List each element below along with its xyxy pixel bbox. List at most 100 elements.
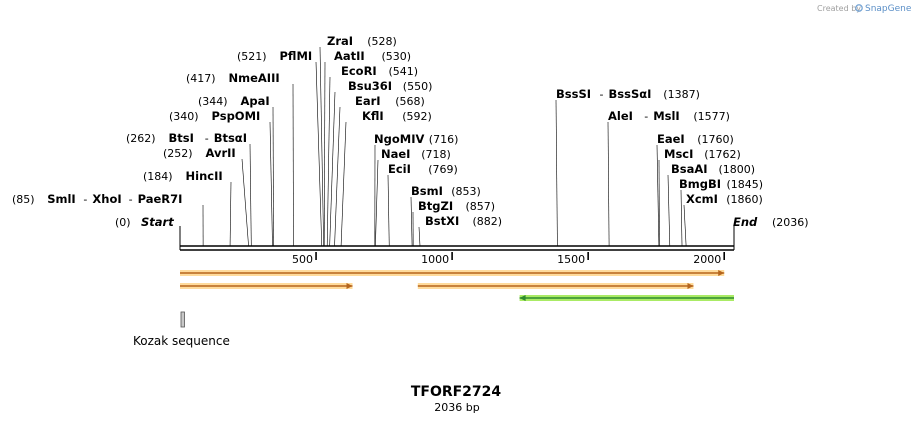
site-line: [249, 143, 252, 247]
watermark-brand: SnapGene: [865, 4, 912, 14]
site-name: NmeAIII: [229, 71, 280, 85]
site-position: (252): [163, 147, 193, 160]
end-label: End: [733, 215, 758, 229]
site-position: (184): [143, 170, 173, 183]
kozak-annotation: Kozak sequence: [133, 311, 230, 348]
site-name: EarI: [355, 94, 381, 108]
site-position: (1760): [697, 133, 734, 146]
site-label: (521) PflMI: [237, 49, 312, 63]
site-separator: -: [644, 110, 648, 123]
start-position: (0): [115, 216, 131, 229]
ruler-tick-label: 1500: [557, 253, 585, 266]
site-label: NgoMIV (716): [374, 132, 458, 146]
site-position: (85): [12, 193, 35, 206]
ruler-tick-label: 500: [292, 253, 313, 266]
site-position: (344): [198, 95, 228, 108]
site-position: (853): [451, 185, 481, 198]
orf-feature: [180, 283, 353, 289]
site-name: BsmI: [411, 184, 443, 198]
orf-arrowhead: [718, 270, 725, 276]
site-line: [555, 99, 558, 247]
site-name: MscI: [664, 147, 693, 161]
site-label: AleI - MslI (1577): [608, 109, 730, 123]
site-position: (1860): [726, 193, 763, 206]
site-label: (85) SmlI - XhoI - PaeR7I: [12, 192, 182, 206]
site-line: [229, 181, 232, 247]
site-line: [323, 61, 326, 247]
site-labels: (85) SmlI - XhoI - PaeR7I(184) HincII(252) AvrI…: [12, 34, 763, 228]
site-position: (592): [402, 110, 432, 123]
site-name: EcoRI: [341, 64, 377, 78]
site-position: (1800): [719, 163, 756, 176]
ruler-tick-label: 1000: [421, 253, 449, 266]
site-name: EciI: [388, 162, 411, 176]
site-label: BmgBI (1845): [679, 177, 763, 191]
site-position: (530): [382, 50, 412, 63]
site-name: BtsI: [169, 131, 194, 145]
site-name: PaeR7I: [138, 192, 183, 206]
site-label: (184) HincII: [143, 169, 223, 183]
site-name: BstXI: [425, 214, 459, 228]
site-position: (521): [237, 50, 267, 63]
site-line: [340, 121, 347, 247]
site-label: NaeI (718): [381, 147, 451, 161]
site-line: [334, 106, 341, 247]
site-line: [680, 189, 683, 247]
site-position: (262): [126, 132, 156, 145]
site-position: (550): [403, 80, 433, 93]
site-line: [418, 226, 421, 247]
site-label: BstXI (882): [425, 214, 502, 228]
site-position: (541): [389, 65, 419, 78]
end-position: (2036): [772, 216, 809, 229]
site-position: (1762): [704, 148, 741, 161]
site-line: [329, 91, 336, 247]
site-label: AatII (530): [334, 49, 411, 63]
site-name: ZraI: [327, 34, 353, 48]
site-separator: -: [83, 193, 87, 206]
ruler-tick-label: 2000: [693, 253, 721, 266]
site-label: BtgZI (857): [418, 199, 495, 213]
site-line: [326, 76, 331, 247]
site-position: (718): [421, 148, 451, 161]
orf-arrowhead: [346, 283, 353, 289]
site-name: AatII: [334, 49, 365, 63]
kozak-label: Kozak sequence: [133, 334, 230, 348]
site-label: XcmI (1860): [686, 192, 763, 206]
site-name: AvrII: [206, 146, 236, 160]
kozak-box: [180, 311, 185, 328]
site-label: EcoRI (541): [341, 64, 418, 78]
site-position: (1845): [727, 178, 764, 191]
site-line: [387, 174, 390, 247]
site-label: MscI (1762): [664, 147, 741, 161]
site-label: (344) ApaI: [198, 94, 270, 108]
site-name: BtsαI: [214, 131, 247, 145]
site-line: [319, 46, 324, 247]
site-label: EciI (769): [388, 162, 458, 176]
site-label: EaeI (1760): [657, 132, 734, 146]
map-subtitle: 2036 bp: [434, 401, 479, 414]
site-name: Bsu36I: [348, 79, 392, 93]
site-position: (1577): [693, 110, 730, 123]
site-label: EarI (568): [355, 94, 425, 108]
site-name: HincII: [186, 169, 223, 183]
site-line: [410, 196, 413, 247]
site-label: (262) BtsI - BtsαI: [126, 131, 247, 145]
site-name: XhoI: [92, 192, 121, 206]
sequence-backbone: [179, 226, 735, 251]
start-label: Start: [141, 215, 174, 229]
orf-feature: [180, 270, 725, 276]
orf-arrowhead: [519, 295, 526, 301]
site-line: [269, 121, 273, 247]
site-position: (1387): [663, 88, 700, 101]
site-label: ZraI (528): [327, 34, 397, 48]
site-name: AleI: [608, 109, 633, 123]
site-position: (769): [428, 163, 458, 176]
site-line: [607, 121, 610, 247]
site-position: (716): [429, 133, 459, 146]
site-name: PspOMI: [212, 109, 261, 123]
site-position: (528): [367, 35, 397, 48]
site-name: ApaI: [241, 94, 270, 108]
site-name: BssSαI: [609, 87, 652, 101]
site-label: KflI (592): [362, 109, 432, 123]
